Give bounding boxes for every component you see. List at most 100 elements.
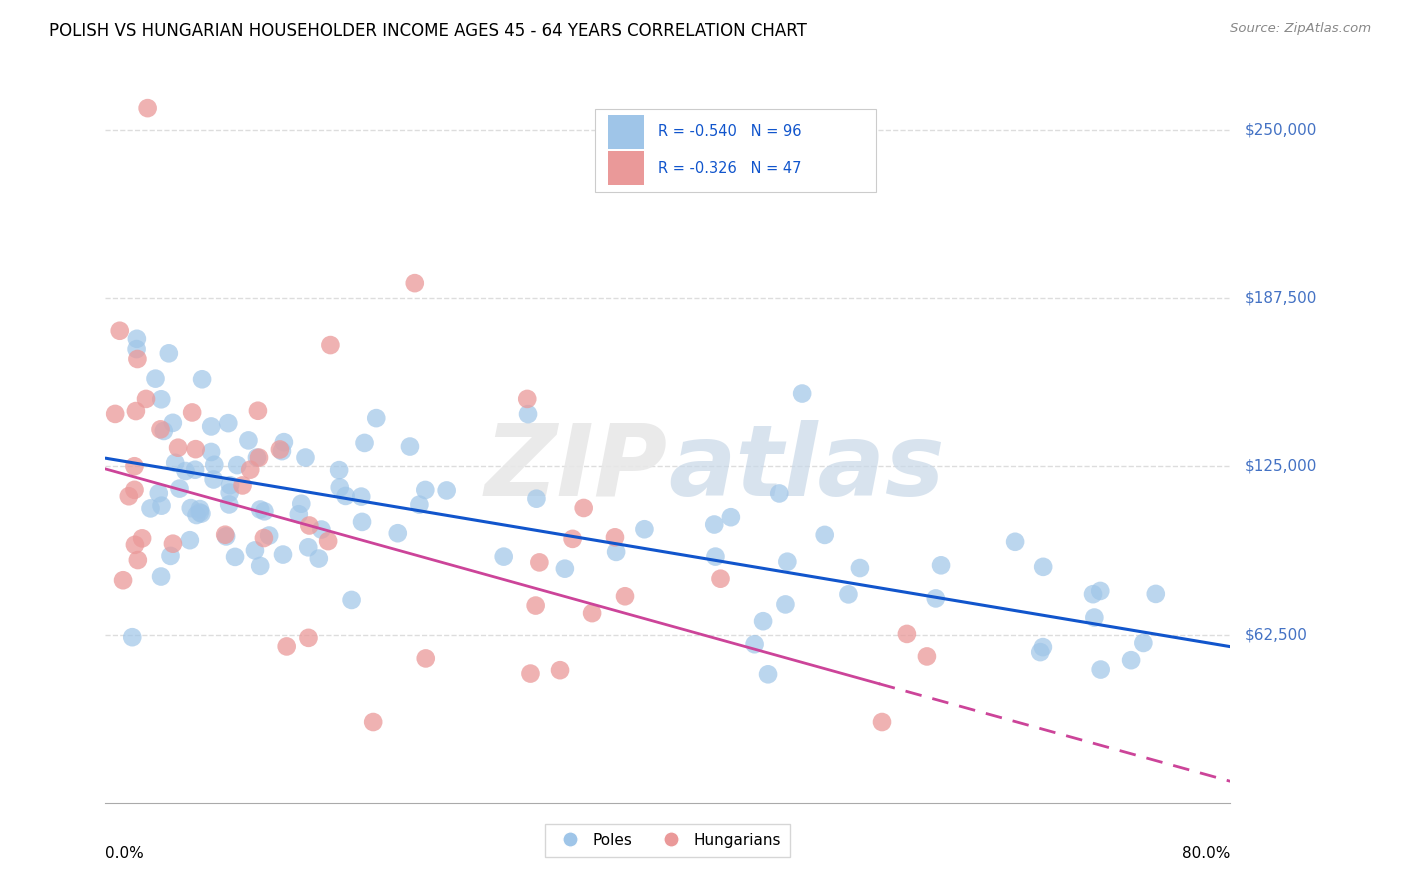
Point: [1132, 636, 1154, 650]
Point: [561, 532, 583, 546]
Point: [837, 587, 859, 601]
Text: $187,500: $187,500: [1244, 291, 1316, 305]
Point: [1032, 559, 1054, 574]
Bar: [609, 115, 644, 149]
Point: [744, 637, 766, 651]
Point: [232, 478, 254, 492]
Point: [352, 515, 374, 529]
Text: ZIP: ZIP: [485, 420, 668, 516]
Point: [239, 463, 262, 477]
Point: [294, 450, 316, 465]
Point: [288, 508, 311, 522]
Text: POLISH VS HUNGARIAN HOUSEHOLDER INCOME AGES 45 - 64 YEARS CORRELATION CHART: POLISH VS HUNGARIAN HOUSEHOLDER INCOME A…: [49, 22, 807, 40]
Point: [776, 555, 799, 569]
Point: [162, 537, 184, 551]
Point: [188, 502, 211, 516]
Point: [814, 528, 837, 542]
Point: [614, 589, 637, 603]
Point: [925, 591, 948, 606]
Point: [104, 407, 127, 421]
Point: [1032, 640, 1054, 654]
Point: [180, 501, 202, 516]
Point: [243, 543, 266, 558]
Point: [127, 351, 149, 366]
Point: [150, 499, 173, 513]
Point: [554, 562, 576, 576]
Point: [581, 606, 603, 620]
Point: [181, 405, 204, 419]
Text: $62,500: $62,500: [1244, 627, 1308, 642]
Point: [219, 478, 242, 492]
Point: [269, 442, 291, 457]
Point: [200, 419, 222, 434]
Point: [125, 342, 148, 356]
Point: [526, 491, 548, 506]
Bar: [609, 152, 644, 185]
Point: [184, 442, 207, 457]
Point: [127, 553, 149, 567]
Point: [387, 526, 409, 541]
Point: [249, 558, 271, 573]
Point: [399, 440, 422, 454]
Point: [1090, 583, 1112, 598]
Point: [340, 593, 363, 607]
Point: [191, 372, 214, 386]
Point: [492, 549, 515, 564]
Point: [703, 517, 725, 532]
Point: [704, 549, 727, 564]
Point: [350, 490, 373, 504]
Point: [297, 631, 319, 645]
Point: [135, 392, 157, 406]
Point: [249, 502, 271, 516]
Point: [238, 434, 260, 448]
Text: atlas: atlas: [668, 420, 945, 516]
Point: [246, 403, 269, 417]
Point: [548, 663, 571, 677]
Point: [145, 371, 167, 385]
Text: Source: ZipAtlas.com: Source: ZipAtlas.com: [1230, 22, 1371, 36]
Point: [124, 483, 146, 497]
Point: [605, 545, 627, 559]
Point: [157, 346, 180, 360]
Point: [775, 598, 797, 612]
Point: [849, 561, 872, 575]
Point: [633, 522, 655, 536]
Point: [298, 518, 321, 533]
Point: [148, 486, 170, 500]
Text: R = -0.540   N = 96: R = -0.540 N = 96: [658, 124, 801, 139]
Point: [131, 532, 153, 546]
Point: [335, 489, 357, 503]
Point: [273, 435, 295, 450]
Point: [1029, 645, 1052, 659]
Point: [361, 714, 384, 729]
Point: [1081, 587, 1104, 601]
Point: [524, 599, 547, 613]
Point: [271, 548, 294, 562]
Point: [720, 510, 742, 524]
Point: [297, 541, 319, 555]
Point: [603, 530, 626, 544]
Point: [149, 422, 172, 436]
Point: [124, 459, 146, 474]
Point: [792, 386, 814, 401]
Point: [253, 504, 276, 518]
Point: [319, 338, 342, 352]
Point: [329, 480, 352, 494]
Text: R = -0.326   N = 47: R = -0.326 N = 47: [658, 161, 801, 176]
Point: [184, 463, 207, 477]
Point: [224, 549, 246, 564]
Point: [572, 500, 595, 515]
Point: [519, 666, 541, 681]
Point: [217, 416, 239, 430]
Point: [215, 529, 238, 543]
Point: [179, 533, 201, 548]
Point: [929, 558, 952, 573]
Point: [125, 332, 148, 346]
Point: [150, 569, 173, 583]
Point: [896, 627, 918, 641]
Point: [257, 528, 280, 542]
Point: [162, 416, 184, 430]
Text: $250,000: $250,000: [1244, 122, 1316, 137]
Point: [529, 555, 551, 569]
Point: [108, 324, 131, 338]
